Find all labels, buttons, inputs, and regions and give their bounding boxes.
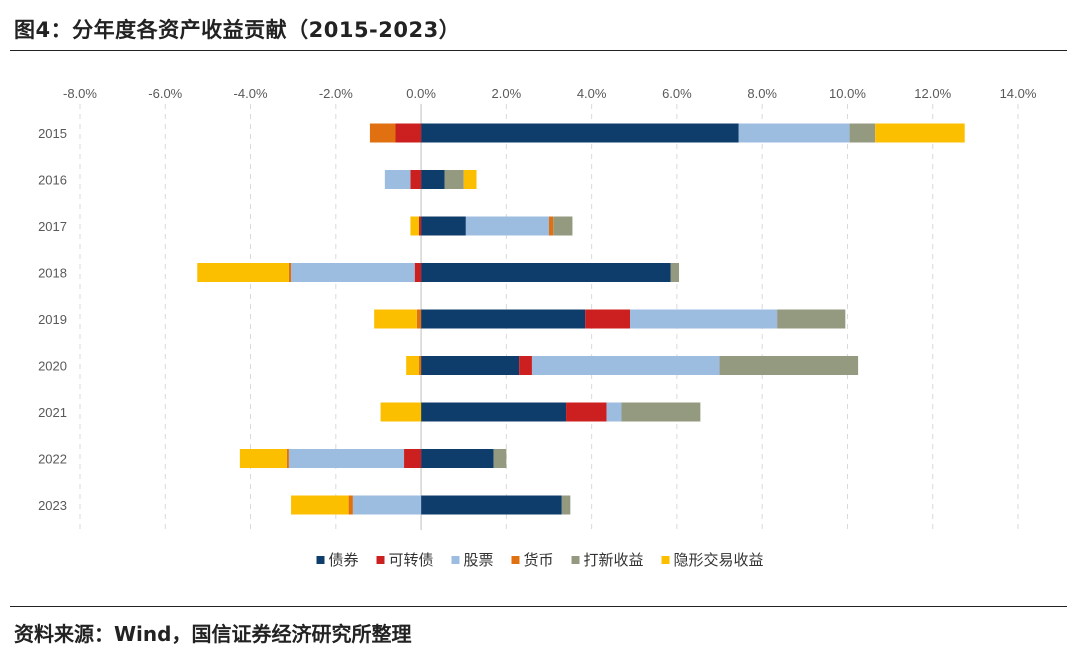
y-category-label: 2016 [38,173,67,188]
x-tick-label: -4.0% [234,86,268,101]
legend-label: 打新收益 [584,551,644,569]
y-category-label: 2017 [38,219,67,234]
bar-segment-2016 [463,170,477,189]
bar-segment-2023 [421,495,562,515]
legend-label: 隐形交易收益 [674,551,764,569]
title-divider [10,50,1067,51]
x-tick-label: 2.0% [492,86,522,101]
x-tick-label: 6.0% [662,86,692,101]
legend-item: 可转债 [376,551,434,569]
bar-segment-2020 [406,356,419,375]
legend-label: 债券 [329,551,359,569]
bar-segment-2015 [875,123,965,143]
y-category-label: 2023 [38,498,67,513]
x-tick-label: 14.0% [1000,86,1037,101]
bar-segment-2015 [421,123,739,143]
bar-segment-2019 [777,309,846,329]
axes: -8.0% -6.0% -4.0% -2.0% 0.0% 2.0% 4.0% 6.0% 8.0%… [38,86,1037,513]
bar-segment-2018 [421,263,671,282]
legend-label: 可转债 [389,551,434,569]
bar-segment-2019 [630,309,778,329]
bar-segment-2019 [374,309,417,329]
bar-segment-2015 [369,123,396,143]
bar-segment-2023 [352,495,422,515]
x-tick-label: 0.0% [406,86,436,101]
bar-segment-2019 [421,309,586,329]
bar-segment-2022 [288,449,405,468]
bar-segment-2020 [421,356,520,375]
legend-item: 隐形交易收益 [661,551,764,569]
bar-segment-2015 [395,123,422,143]
stacked-bar-chart: -8.0% -6.0% -4.0% -2.0% 0.0% 2.0% 4.0% 6.0% 8.0%… [38,86,1037,569]
source-divider [10,606,1067,607]
bar-segment-2018 [291,263,415,282]
y-category-label: 2022 [38,452,67,467]
bar-segment-2021 [566,402,607,422]
bar-segment-2023 [561,495,571,515]
source-note: 资料来源：Wind，国信证券经济研究所整理 [14,622,412,646]
x-tick-label: -6.0% [148,86,182,101]
legend-item: 股票 [451,551,494,569]
bar-segment-2018 [197,263,289,282]
bar-segment-2017 [410,216,419,236]
bar-segment-2021 [621,402,701,422]
bar-segment-2016 [421,170,445,189]
bar-segment-2022 [421,449,494,468]
legend-swatch [511,556,520,564]
y-category-label: 2021 [38,405,67,420]
bar-segment-2022 [239,449,287,468]
bar-segment-2018 [288,263,292,282]
legend-label: 货币 [524,551,554,569]
bar-segment-2017 [421,216,466,236]
bar-segment-2021 [606,402,622,422]
x-tick-label: 12.0% [914,86,951,101]
x-tick-label: -8.0% [63,86,97,101]
legend-swatch [571,556,580,564]
bar-segment-2020 [719,356,859,375]
bar-segment-2021 [380,402,422,422]
x-tick-label: 8.0% [747,86,777,101]
bar-segment-2016 [384,170,411,189]
legend-item: 打新收益 [571,551,644,569]
legend-swatch [316,556,325,564]
legend-item: 货币 [511,551,554,569]
legend-swatch [451,556,460,564]
bar-segment-2023 [348,495,353,515]
bar-segment-2019 [416,309,422,329]
bar-segment-2016 [444,170,464,189]
bar-segment-2016 [410,170,422,189]
bar-segment-2017 [553,216,573,236]
x-tick-label: 4.0% [577,86,607,101]
bar-segment-2019 [585,309,631,329]
x-tick-label: 10.0% [829,86,866,101]
x-tick-label: -2.0% [319,86,353,101]
bar-segment-2020 [418,356,422,375]
bar-segment-2022 [493,449,507,468]
y-category-label: 2018 [38,266,67,281]
legend-item: 债券 [316,551,359,569]
legend-label: 股票 [464,551,494,569]
legend: 债券 可转债 股票 货币 打新收益 隐形交易收益 [316,551,764,569]
bar-segment-2017 [418,216,422,236]
bar-segment-2020 [519,356,532,375]
y-category-label: 2015 [38,126,67,141]
bar-segment-2022 [286,449,289,468]
bar-segment-2017 [549,216,554,236]
bar-segment-2021 [421,402,567,422]
bar-segment-2023 [291,495,349,515]
bars [197,123,965,515]
bar-segment-2018 [414,263,422,282]
y-category-label: 2020 [38,359,67,374]
legend-swatch [661,556,670,564]
bar-segment-2018 [670,263,680,282]
bar-segment-2015 [849,123,876,143]
bar-segment-2015 [738,123,850,143]
bar-segment-2022 [404,449,422,468]
chart-title: 图4：分年度各资产收益贡献（2015-2023） [14,18,461,42]
bar-segment-2017 [465,216,549,236]
y-category-label: 2019 [38,312,67,327]
bar-segment-2020 [531,356,720,375]
legend-swatch [376,556,385,564]
